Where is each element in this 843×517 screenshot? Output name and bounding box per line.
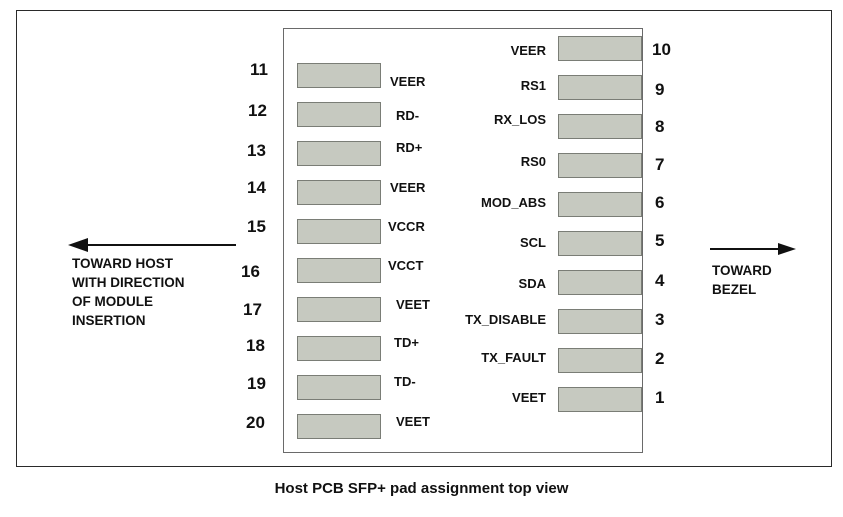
pin-number-18: 18: [246, 336, 265, 355]
pad-10: [558, 36, 642, 61]
signal-label-6: MOD_ABS: [480, 195, 546, 210]
pin-number-7: 7: [655, 155, 665, 174]
signal-label-4: SDA: [518, 276, 546, 291]
pin-number-4: 4: [655, 271, 665, 290]
pin-number-3: 3: [655, 310, 665, 329]
pad-15: [297, 219, 381, 244]
signal-label-1: VEET: [512, 390, 546, 405]
signal-label-12: RD-: [396, 108, 420, 123]
toward-bezel-line-1: TOWARD: [712, 263, 772, 278]
signal-label-16: VCCT: [388, 258, 424, 273]
pad-19: [297, 375, 381, 400]
diagram-frame: [16, 10, 832, 467]
pin-number-14: 14: [247, 178, 266, 197]
toward-host-line-3: OF MODULE: [72, 294, 153, 309]
signal-label-8: RX_LOS: [493, 112, 546, 127]
pin-number-20: 20: [246, 413, 265, 432]
pin-number-9: 9: [655, 80, 665, 99]
pin-number-6: 6: [655, 193, 665, 212]
signal-label-7: RS0: [520, 154, 546, 169]
pad-12: [297, 102, 381, 127]
pin-number-11: 11: [250, 60, 268, 79]
pad-4: [558, 270, 642, 295]
pad-11: [297, 63, 381, 88]
toward-host-line-1: TOWARD HOST: [72, 256, 173, 271]
pin-number-10: 10: [652, 40, 671, 59]
diagram-caption: Host PCB SFP+ pad assignment top view: [274, 480, 569, 497]
signal-label-14: VEER: [390, 180, 426, 195]
pad-6: [558, 192, 642, 217]
pad-2: [558, 348, 642, 373]
signal-label-15: VCCR: [388, 219, 425, 234]
signal-label-18: TD+: [394, 335, 419, 350]
pad-1: [558, 387, 642, 412]
signal-label-5: SCL: [520, 235, 546, 250]
signal-label-2: TX_FAULT: [481, 350, 546, 365]
pin-number-19: 19: [247, 374, 266, 393]
pad-8: [558, 114, 642, 139]
pin-number-13: 13: [247, 141, 266, 160]
signal-label-13: RD+: [396, 140, 423, 155]
toward-host-line-4: INSERTION: [72, 313, 146, 328]
signal-label-10: VEER: [510, 43, 546, 58]
pad-5: [558, 231, 642, 256]
signal-label-20: VEET: [396, 414, 430, 429]
pad-9: [558, 75, 642, 100]
pin-number-15: 15: [247, 217, 266, 236]
pad-14: [297, 180, 381, 205]
pad-18: [297, 336, 381, 361]
pad-16: [297, 258, 381, 283]
pin-number-17: 17: [243, 300, 262, 319]
pad-3: [558, 309, 642, 334]
signal-label-9: RS1: [520, 78, 546, 93]
pin-number-2: 2: [655, 349, 665, 368]
pad-20: [297, 414, 381, 439]
pin-number-12: 12: [248, 101, 267, 120]
signal-label-3: TX_DISABLE: [465, 312, 546, 327]
toward-bezel-line-2: BEZEL: [712, 282, 757, 297]
pin-number-1: 1: [655, 388, 665, 407]
signal-label-19: TD-: [394, 374, 416, 389]
pad-7: [558, 153, 642, 178]
signal-label-17: VEET: [396, 297, 430, 312]
pad-13: [297, 141, 381, 166]
toward-host-note: TOWARD HOST WITH DIRECTION OF MODULE INS…: [72, 254, 185, 330]
toward-host-line-2: WITH DIRECTION: [72, 275, 185, 290]
pad-17: [297, 297, 381, 322]
pin-number-8: 8: [655, 117, 665, 136]
toward-bezel-note: TOWARD BEZEL: [712, 261, 772, 299]
pin-number-5: 5: [655, 231, 665, 250]
pin-number-16: 16: [241, 262, 260, 281]
signal-label-11: VEER: [390, 74, 426, 89]
